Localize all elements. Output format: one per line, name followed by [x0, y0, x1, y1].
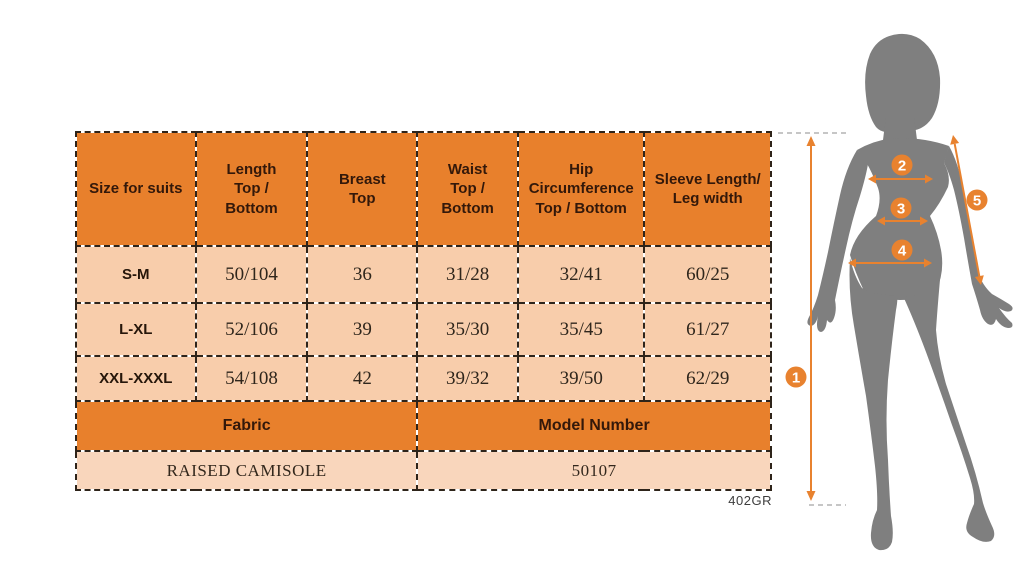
header-hip: Hip Circumference Top / Bottom [516, 131, 646, 247]
value-cell: 39 [306, 302, 419, 357]
header-waist: Waist Top / Bottom [416, 131, 519, 247]
size-cell: S-M [75, 245, 197, 304]
woman-silhouette [807, 33, 1013, 551]
value-cell: 50/104 [194, 245, 309, 304]
marker-2-label: 2 [898, 158, 906, 175]
value-cell: 39/50 [516, 355, 646, 402]
footer-value-row: RAISED CAMISOLE 50107 [74, 450, 772, 491]
header-length: Length Top / Bottom [194, 131, 309, 247]
header-sleeve: Sleeve Length/ Leg width [643, 131, 772, 247]
silhouette-right-leg [903, 258, 995, 542]
size-chart-table: Size for suits Length Top / Bottom Breas… [74, 131, 772, 491]
marker-5-label: 5 [973, 193, 981, 210]
marker-1-label: 1 [792, 370, 800, 387]
table-row: XXL-XXXL 54/108 42 39/32 39/50 62/29 [75, 355, 772, 402]
value-cell: 39/32 [416, 355, 519, 402]
value-cell: 60/25 [643, 245, 772, 304]
silhouette-left-arm [807, 150, 868, 332]
hip-arrow [848, 258, 932, 268]
value-cell: 35/30 [416, 302, 519, 357]
value-cell: 31/28 [416, 245, 519, 304]
fabric-value: RAISED CAMISOLE [74, 450, 419, 491]
table-row: S-M 50/104 36 31/28 32/41 60/25 [75, 245, 772, 304]
style-code: 402GR [728, 493, 772, 508]
table-row: L-XL 52/106 39 35/30 35/45 61/27 [75, 302, 772, 357]
value-cell: 54/108 [194, 355, 309, 402]
model-number-value: 50107 [416, 450, 772, 491]
marker-5: 5 [966, 189, 988, 211]
silhouette-right-arm [944, 146, 1013, 328]
measurement-arrows [806, 135, 984, 501]
height-arrow [806, 136, 816, 501]
size-cell: XXL-XXXL [75, 355, 197, 402]
header-breast: Breast Top [306, 131, 419, 247]
value-cell: 32/41 [516, 245, 646, 304]
waist-arrow [877, 216, 928, 226]
marker-3-label: 3 [897, 201, 905, 218]
header-row: Size for suits Length Top / Bottom Breas… [75, 131, 772, 247]
marker-4: 4 [891, 239, 913, 261]
value-cell: 36 [306, 245, 419, 304]
value-cell: 42 [306, 355, 419, 402]
marker-1: 1 [785, 366, 807, 388]
measurement-markers: 1 2 3 4 5 [785, 154, 988, 388]
header-size: Size for suits [75, 131, 197, 247]
size-cell: L-XL [75, 302, 197, 357]
marker-4-label: 4 [898, 243, 907, 260]
value-cell: 35/45 [516, 302, 646, 357]
footer-label-row: Fabric Model Number [74, 400, 772, 452]
marker-2: 2 [891, 154, 913, 176]
sleeve-arrow [950, 135, 984, 285]
marker-3: 3 [890, 197, 912, 219]
value-cell: 61/27 [643, 302, 772, 357]
silhouette-left-leg [849, 258, 898, 551]
value-cell: 52/106 [194, 302, 309, 357]
silhouette-head [865, 33, 941, 133]
value-cell: 62/29 [643, 355, 772, 402]
measurement-figure-svg: 1 2 3 4 5 [778, 33, 1013, 551]
measurement-figure: 1 2 3 4 5 [778, 0, 1024, 565]
bust-arrow [868, 174, 933, 184]
fabric-label: Fabric [74, 400, 419, 452]
model-number-label: Model Number [416, 400, 772, 452]
